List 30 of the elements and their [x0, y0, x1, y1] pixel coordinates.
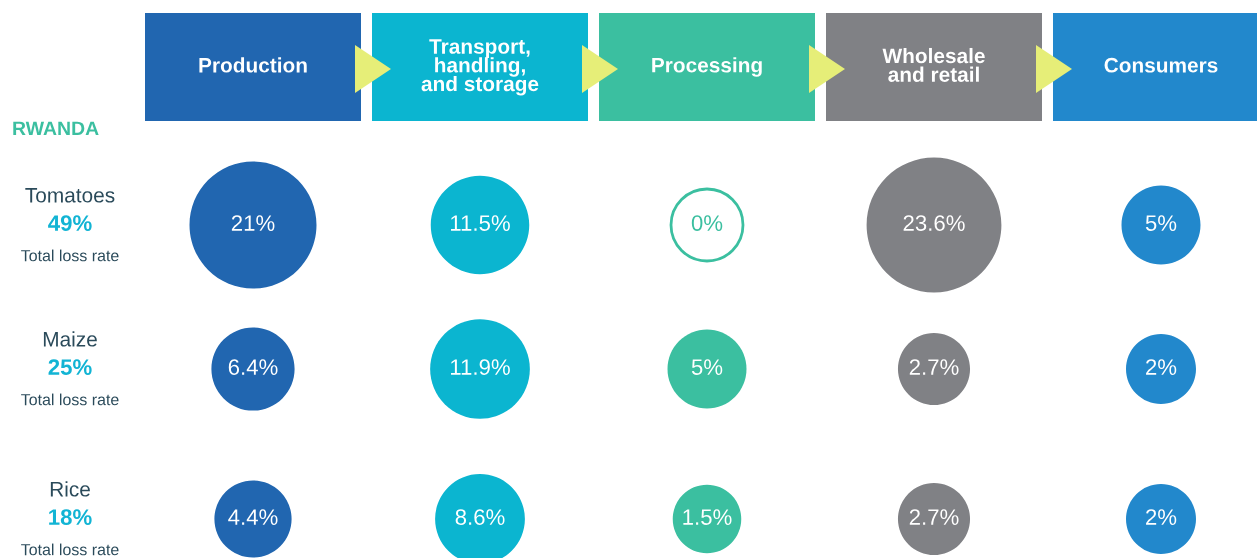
data-label: 4.4% — [228, 509, 278, 525]
text: 18% — [49, 509, 92, 525]
data-label: 23.6% — [903, 215, 965, 231]
data-label: 21% — [231, 215, 275, 231]
text: Total loss rate — [21, 393, 119, 406]
text: 25% — [48, 359, 92, 375]
category-label: Rice — [50, 481, 90, 497]
category-label: Production — [199, 57, 307, 73]
data-label: 0% — [691, 215, 723, 231]
data-label: 2% — [1146, 359, 1177, 375]
text: RWANDA — [13, 121, 99, 136]
category-label: Consumers — [1104, 57, 1218, 73]
category-label: Processing — [652, 57, 762, 77]
data-label: 6.4% — [228, 359, 278, 375]
category-label: Maize — [43, 331, 97, 347]
data-label: 11.9% — [451, 359, 510, 375]
data-label: 1.5% — [683, 509, 732, 525]
text: 49% — [48, 215, 92, 231]
text: Total loss rate — [21, 249, 119, 262]
category-label: Tomatoes — [25, 188, 115, 203]
data-label: 5% — [1145, 215, 1177, 231]
data-label: 11.5% — [451, 215, 510, 231]
data-label: 2% — [1146, 509, 1177, 525]
data-label: 5% — [691, 359, 723, 375]
text: Total loss rate — [21, 543, 119, 556]
data-label: 2.7% — [909, 359, 959, 375]
category-label: Wholesale and retail — [882, 47, 985, 82]
data-label: 8.6% — [455, 509, 505, 525]
category-label: Transport, handling, and storage — [421, 39, 539, 96]
data-label: 2.7% — [909, 509, 959, 525]
